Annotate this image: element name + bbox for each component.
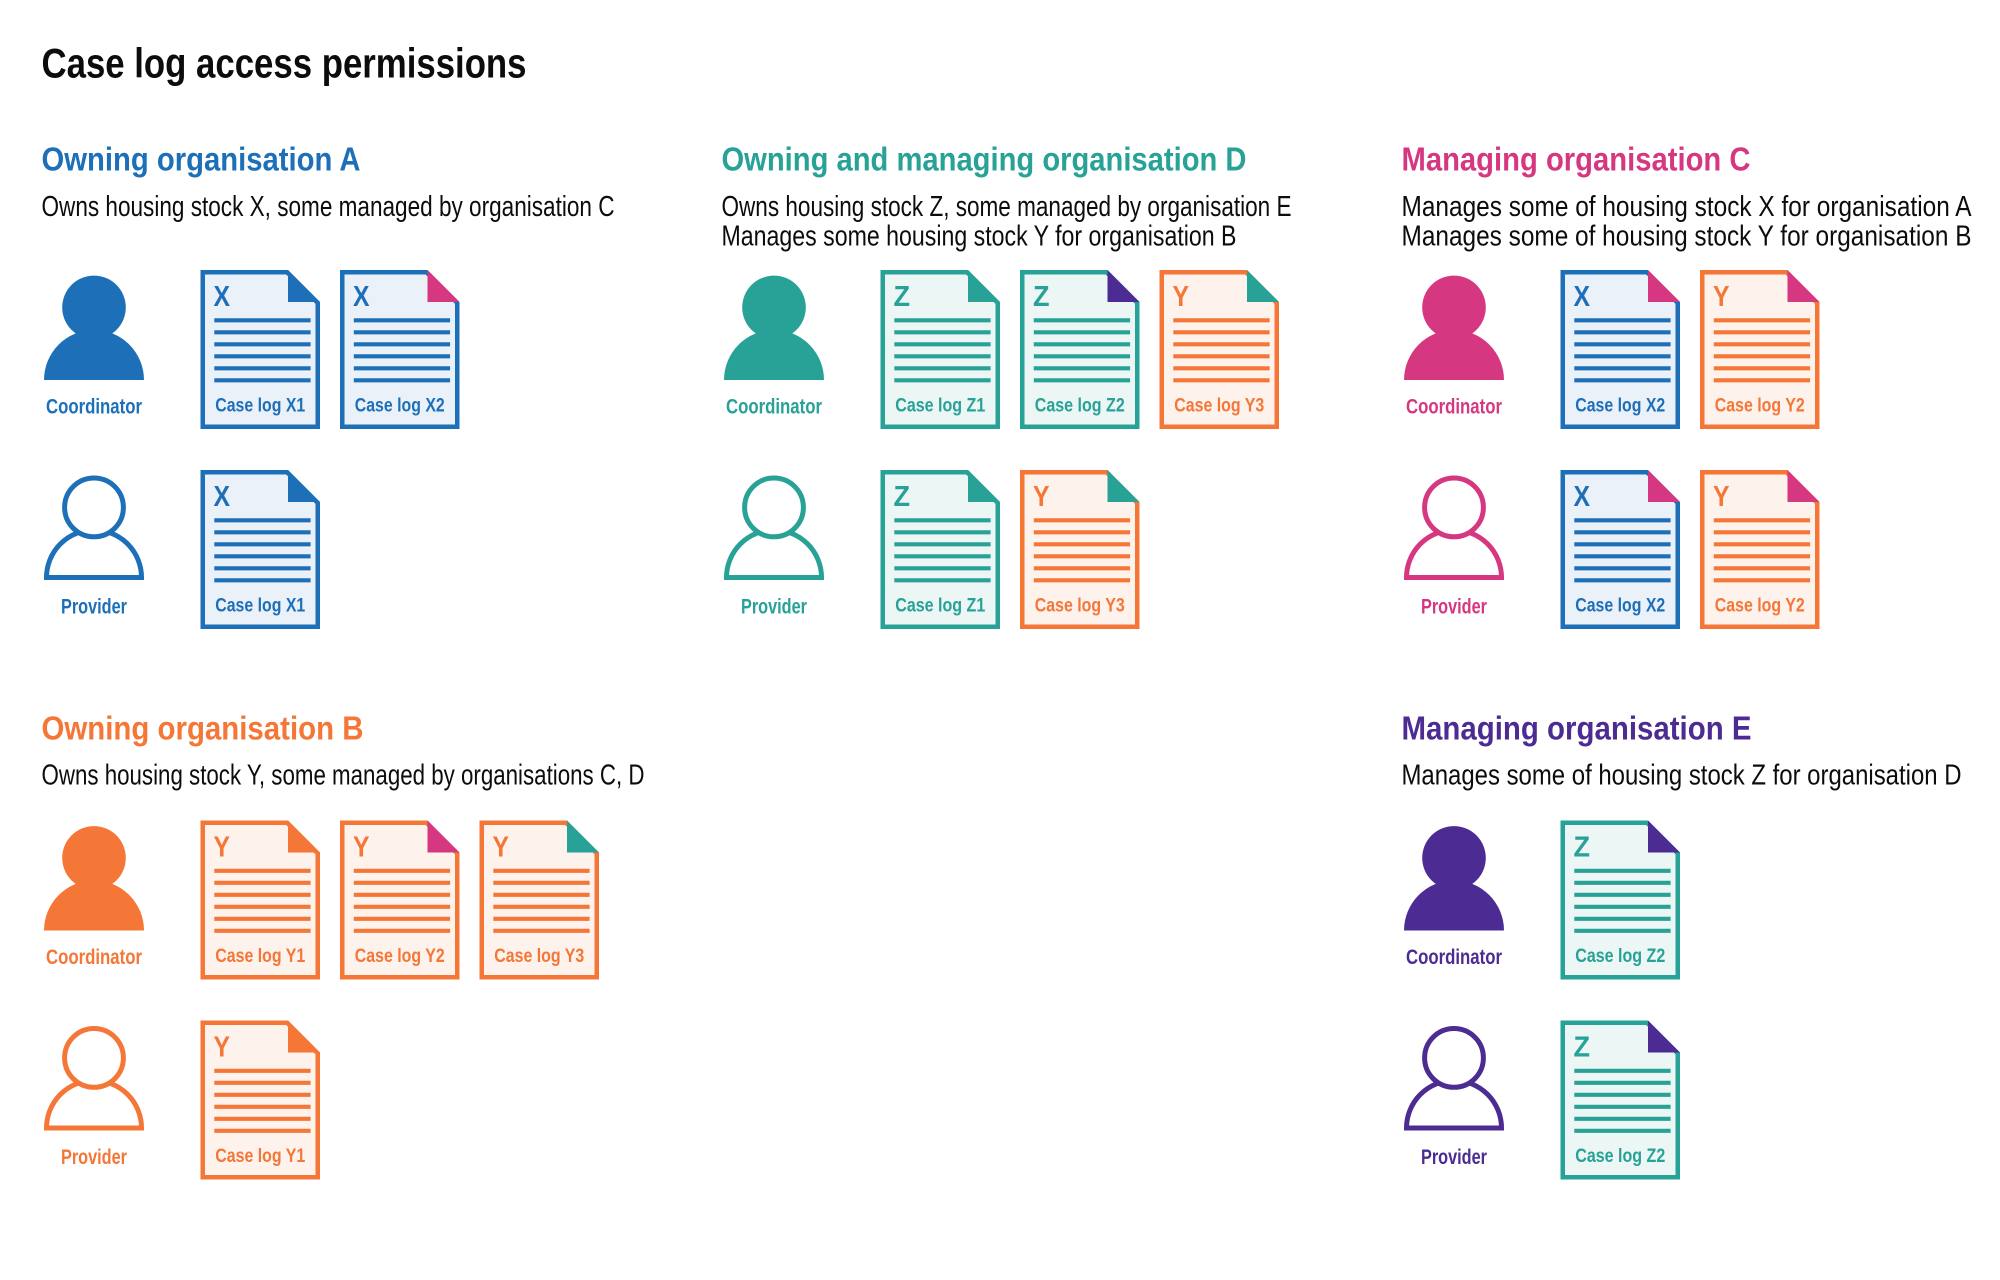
svg-text:Case log Y3: Case log Y3 (1174, 396, 1264, 417)
svg-text:Provider: Provider (61, 595, 127, 618)
svg-text:X: X (1574, 281, 1591, 313)
svg-text:Provider: Provider (1421, 595, 1487, 618)
svg-text:Coordinator: Coordinator (1406, 946, 1502, 969)
svg-text:Provider: Provider (741, 595, 807, 618)
svg-text:Y: Y (493, 832, 510, 864)
svg-text:Provider: Provider (61, 1146, 127, 1169)
svg-text:Y: Y (1033, 481, 1050, 513)
svg-text:Case log X1: Case log X1 (215, 396, 305, 417)
svg-text:Case log X2: Case log X2 (355, 396, 445, 417)
svg-text:X: X (214, 481, 231, 513)
svg-text:Case log Z2: Case log Z2 (1575, 946, 1665, 967)
svg-text:Case log access permissions: Case log access permissions (42, 39, 527, 86)
svg-text:Coordinator: Coordinator (46, 395, 142, 418)
svg-text:Manages some of housing stock: Manages some of housing stock Z for orga… (1402, 759, 1962, 791)
svg-text:Case log Y2: Case log Y2 (1715, 396, 1805, 417)
svg-text:Z: Z (1574, 832, 1591, 864)
svg-text:Case log Y2: Case log Y2 (1715, 596, 1805, 617)
svg-text:Owning organisation A: Owning organisation A (42, 141, 361, 178)
svg-text:Z: Z (1033, 281, 1050, 313)
svg-text:Owning organisation B: Owning organisation B (42, 709, 364, 746)
svg-text:Case log Y3: Case log Y3 (1035, 596, 1125, 617)
svg-text:Case log Z2: Case log Z2 (1035, 396, 1125, 417)
svg-text:Owns housing stock Z, some man: Owns housing stock Z, some managed by or… (722, 191, 1292, 223)
svg-text:Case log X1: Case log X1 (215, 596, 305, 617)
svg-text:Provider: Provider (1421, 1146, 1487, 1169)
svg-text:Y: Y (1173, 281, 1190, 313)
svg-text:X: X (353, 281, 370, 313)
svg-text:Case log Z2: Case log Z2 (1575, 1146, 1665, 1167)
svg-text:Z: Z (894, 281, 911, 313)
svg-text:Y: Y (214, 832, 231, 864)
svg-text:X: X (214, 281, 231, 313)
svg-text:Owns housing stock Y, some man: Owns housing stock Y, some managed by or… (42, 759, 645, 791)
svg-text:Manages some housing stock Y f: Manages some housing stock Y for organis… (722, 221, 1237, 253)
svg-text:Case log Y2: Case log Y2 (355, 946, 445, 967)
svg-text:Managing organisation E: Managing organisation E (1402, 709, 1752, 746)
svg-text:Manages some of housing stock: Manages some of housing stock X for orga… (1402, 191, 1972, 223)
svg-text:Z: Z (894, 481, 911, 513)
svg-text:Y: Y (1713, 281, 1730, 313)
svg-text:Y: Y (1713, 481, 1730, 513)
svg-text:Y: Y (353, 832, 370, 864)
svg-text:Owning and managing organisati: Owning and managing organisation D (722, 141, 1247, 178)
svg-text:Z: Z (1574, 1032, 1591, 1064)
svg-text:Y: Y (214, 1032, 231, 1064)
svg-text:Coordinator: Coordinator (1406, 395, 1502, 418)
svg-text:Coordinator: Coordinator (46, 946, 142, 969)
svg-text:Case log Z1: Case log Z1 (895, 596, 985, 617)
svg-text:X: X (1574, 481, 1591, 513)
svg-text:Case log Y1: Case log Y1 (215, 1146, 305, 1167)
svg-text:Case log Y3: Case log Y3 (494, 946, 584, 967)
svg-text:Owns housing stock X, some man: Owns housing stock X, some managed by or… (42, 191, 615, 223)
svg-text:Case log Y1: Case log Y1 (215, 946, 305, 967)
svg-text:Coordinator: Coordinator (726, 395, 822, 418)
svg-text:Manages some of housing stock: Manages some of housing stock Y for orga… (1402, 221, 1972, 253)
svg-text:Case log X2: Case log X2 (1575, 396, 1665, 417)
svg-text:Case log Z1: Case log Z1 (895, 396, 985, 417)
svg-text:Case log X2: Case log X2 (1575, 596, 1665, 617)
svg-text:Managing organisation C: Managing organisation C (1402, 141, 1751, 178)
